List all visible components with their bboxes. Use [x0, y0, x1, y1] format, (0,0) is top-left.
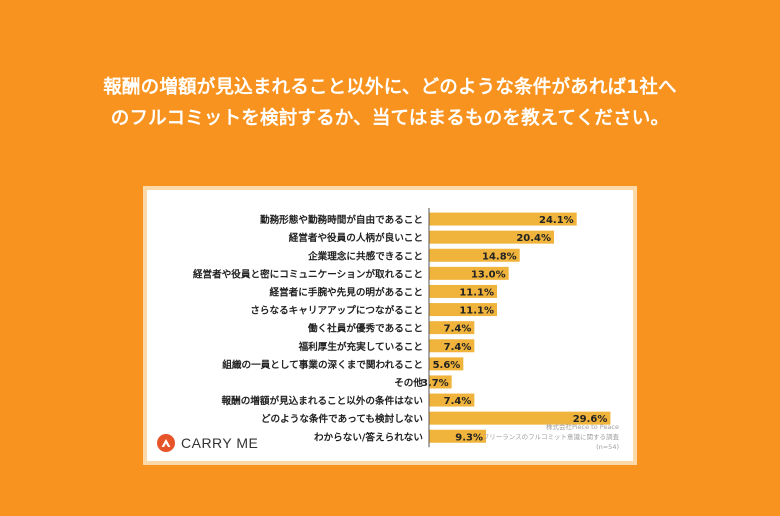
bar-1 — [429, 230, 555, 244]
bar-3 — [429, 266, 509, 280]
carryme-logo-icon — [157, 434, 175, 452]
value-label-1: 20.4% — [516, 233, 551, 244]
bar-12 — [429, 429, 486, 443]
category-label-12: わからない/答えられない — [314, 431, 423, 443]
source-survey: フリーランスのフルコミット意識に関する調査 — [482, 433, 619, 441]
value-label-9: 3.7% — [421, 378, 449, 389]
value-label-0: 24.1% — [539, 215, 574, 226]
source-company: 株式会社Piece to Peace — [545, 423, 619, 431]
value-label-5: 11.1% — [459, 306, 494, 317]
category-label-5: さらなるキャリアアップにつながること — [250, 305, 423, 317]
bar-2 — [429, 248, 520, 262]
bar-0 — [429, 212, 577, 226]
value-label-2: 14.8% — [482, 251, 517, 262]
bar-7 — [429, 339, 475, 353]
category-label-9: その他 — [394, 377, 423, 389]
bar-10 — [429, 393, 475, 407]
value-label-4: 11.1% — [459, 287, 494, 298]
value-label-10: 7.4% — [444, 396, 472, 407]
bar-9 — [429, 375, 452, 389]
source-note: 株式会社Piece to Peace フリーランスのフルコミット意識に関する調査… — [483, 422, 619, 452]
category-label-2: 企業理念に共感できること — [307, 250, 423, 262]
chart-card: 勤務形態や勤務時間が自由であること 24.1% 経営者や役員の人柄が良いこと 20.4… — [143, 186, 637, 465]
category-label-4: 経営者に手腕や先見の明があること — [270, 286, 424, 298]
bar-chart: 勤務形態や勤務時間が自由であること 24.1% 経営者や役員の人柄が良いこと 20.4… — [193, 208, 611, 448]
value-label-7: 7.4% — [444, 342, 472, 353]
category-label-1: 経営者や役員の人柄が良いこと — [289, 232, 423, 244]
question-title: 報酬の増額が見込まれること以外に、どのような条件があれば1社へ のフルコミットを… — [0, 72, 780, 134]
value-label-12: 9.3% — [455, 432, 483, 443]
value-label-6: 7.4% — [444, 324, 472, 335]
value-label-8: 5.6% — [433, 360, 461, 371]
question-line-2: のフルコミットを検討するか、当てはまるものを教えてください。 — [110, 108, 670, 129]
value-label-3: 13.0% — [471, 269, 506, 280]
bar-11 — [429, 411, 611, 425]
source-n: (n=54) — [596, 443, 619, 451]
bar-6 — [429, 321, 475, 335]
question-line-1: 報酬の増額が見込まれること以外に、どのような条件があれば1社へ — [103, 77, 677, 98]
value-label-11: 29.6% — [573, 414, 608, 425]
category-label-3: 経営者や役員と密にコミュニケーションが取れること — [193, 268, 423, 280]
category-label-0: 勤務形態や勤務時間が自由であること — [260, 214, 423, 226]
category-label-11: どのような条件であっても検討しない — [261, 413, 423, 425]
category-label-6: 働く社員が優秀であること — [307, 323, 423, 335]
category-label-8: 組織の一員として事業の深くまで関われること — [222, 359, 423, 371]
carry-me-logo: CARRY ME — [157, 434, 258, 452]
category-label-7: 福利厚生が充実していること — [298, 341, 423, 353]
category-label-10: 報酬の増額が見込まれること以外の条件はない — [222, 395, 424, 407]
bar-4 — [429, 284, 498, 298]
bar-5 — [429, 303, 498, 317]
bar-8 — [429, 357, 464, 371]
logo-text: CARRY ME — [181, 435, 259, 451]
